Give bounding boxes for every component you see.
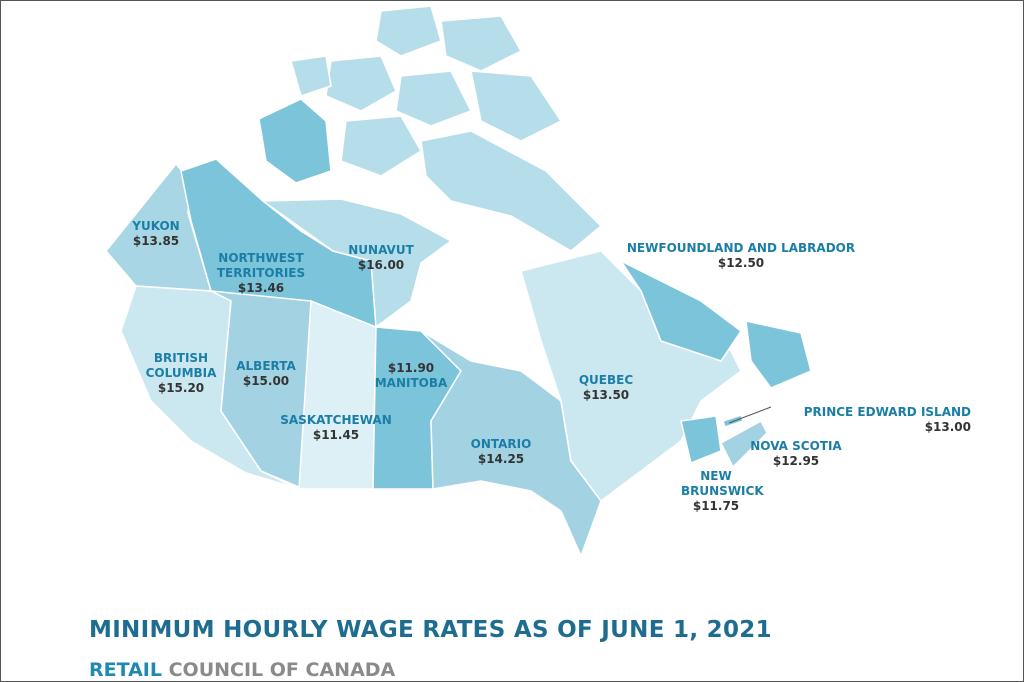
region-wage: $16.00: [357, 258, 405, 272]
sask-shape: [298, 299, 377, 490]
subtitle-rest: COUNCIL OF CANADA: [168, 659, 396, 681]
region-name: SASKATCHEWAN: [280, 413, 392, 427]
victoria-island: [258, 98, 332, 184]
region-name: BRITISH COLUMBIA: [145, 351, 217, 380]
region-wage: $11.75: [692, 499, 740, 513]
region-wage: $12.95: [772, 454, 820, 468]
region-label: ONTARIO $14.25: [461, 437, 541, 467]
region-name: MANITOBA: [374, 376, 448, 390]
region-label: MANITOBA $11.90: [366, 361, 456, 391]
title: MINIMUM HOURLY WAGE RATES AS OF JUNE 1, …: [89, 617, 772, 643]
region-label: NEW BRUNSWICK $11.75: [681, 469, 764, 514]
region-name: NEWFOUNDLAND AND LABRADOR: [626, 241, 856, 255]
region-name: YUKON: [132, 219, 180, 233]
region-label: ALBERTA $15.00: [226, 359, 306, 389]
subtitle-first: RETAIL: [89, 659, 162, 681]
ontario-shape: [420, 330, 602, 559]
region-wage: $13.85: [132, 234, 180, 248]
newfoundland-shape: [745, 320, 812, 389]
nunavut-shape: [260, 198, 453, 329]
region-wage: $13.46: [237, 281, 285, 295]
region-label: SASKATCHEWAN $11.45: [276, 413, 396, 443]
region-wage: $14.25: [477, 452, 525, 466]
region-name: ONTARIO: [470, 437, 532, 451]
region-wage: $13.00: [924, 420, 971, 434]
region-wage: $11.90: [387, 361, 435, 375]
region-label: PRINCE EDWARD ISLAND $13.00: [771, 405, 971, 435]
region-name: PRINCE EDWARD ISLAND: [803, 405, 971, 419]
nb-shape: [680, 415, 722, 465]
subtitle: RETAIL COUNCIL OF CANADA: [89, 659, 395, 681]
region-wage: $11.45: [312, 428, 360, 442]
region-wage: $13.50: [582, 388, 630, 402]
pointer: [728, 406, 772, 424]
ns-shape: [720, 419, 768, 469]
region-label: NORTHWEST TERRITORIES $13.46: [206, 251, 316, 296]
region-wage: $15.00: [242, 374, 290, 388]
arctic-islands: [290, 5, 603, 252]
region-name: NEW BRUNSWICK: [681, 469, 764, 498]
region-label: BRITISH COLUMBIA $15.20: [136, 351, 226, 396]
region-name: ALBERTA: [236, 359, 296, 373]
region-wage: $15.20: [157, 381, 205, 395]
region-label: NOVA SCOTIA $12.95: [746, 439, 846, 469]
region-label: NEWFOUNDLAND AND LABRADOR $12.50: [611, 241, 871, 271]
region-name: QUEBEC: [578, 373, 634, 387]
map: [105, 5, 812, 559]
region-name: NUNAVUT: [348, 243, 414, 257]
region-wage: $12.50: [717, 256, 765, 270]
region-name: NORTHWEST TERRITORIES: [216, 251, 306, 280]
labrador-shape: [618, 259, 743, 362]
region-label: NUNAVUT $16.00: [341, 243, 421, 273]
region-label: YUKON $13.85: [111, 219, 201, 249]
region-label: QUEBEC $13.50: [566, 373, 646, 403]
region-name: NOVA SCOTIA: [750, 439, 842, 453]
